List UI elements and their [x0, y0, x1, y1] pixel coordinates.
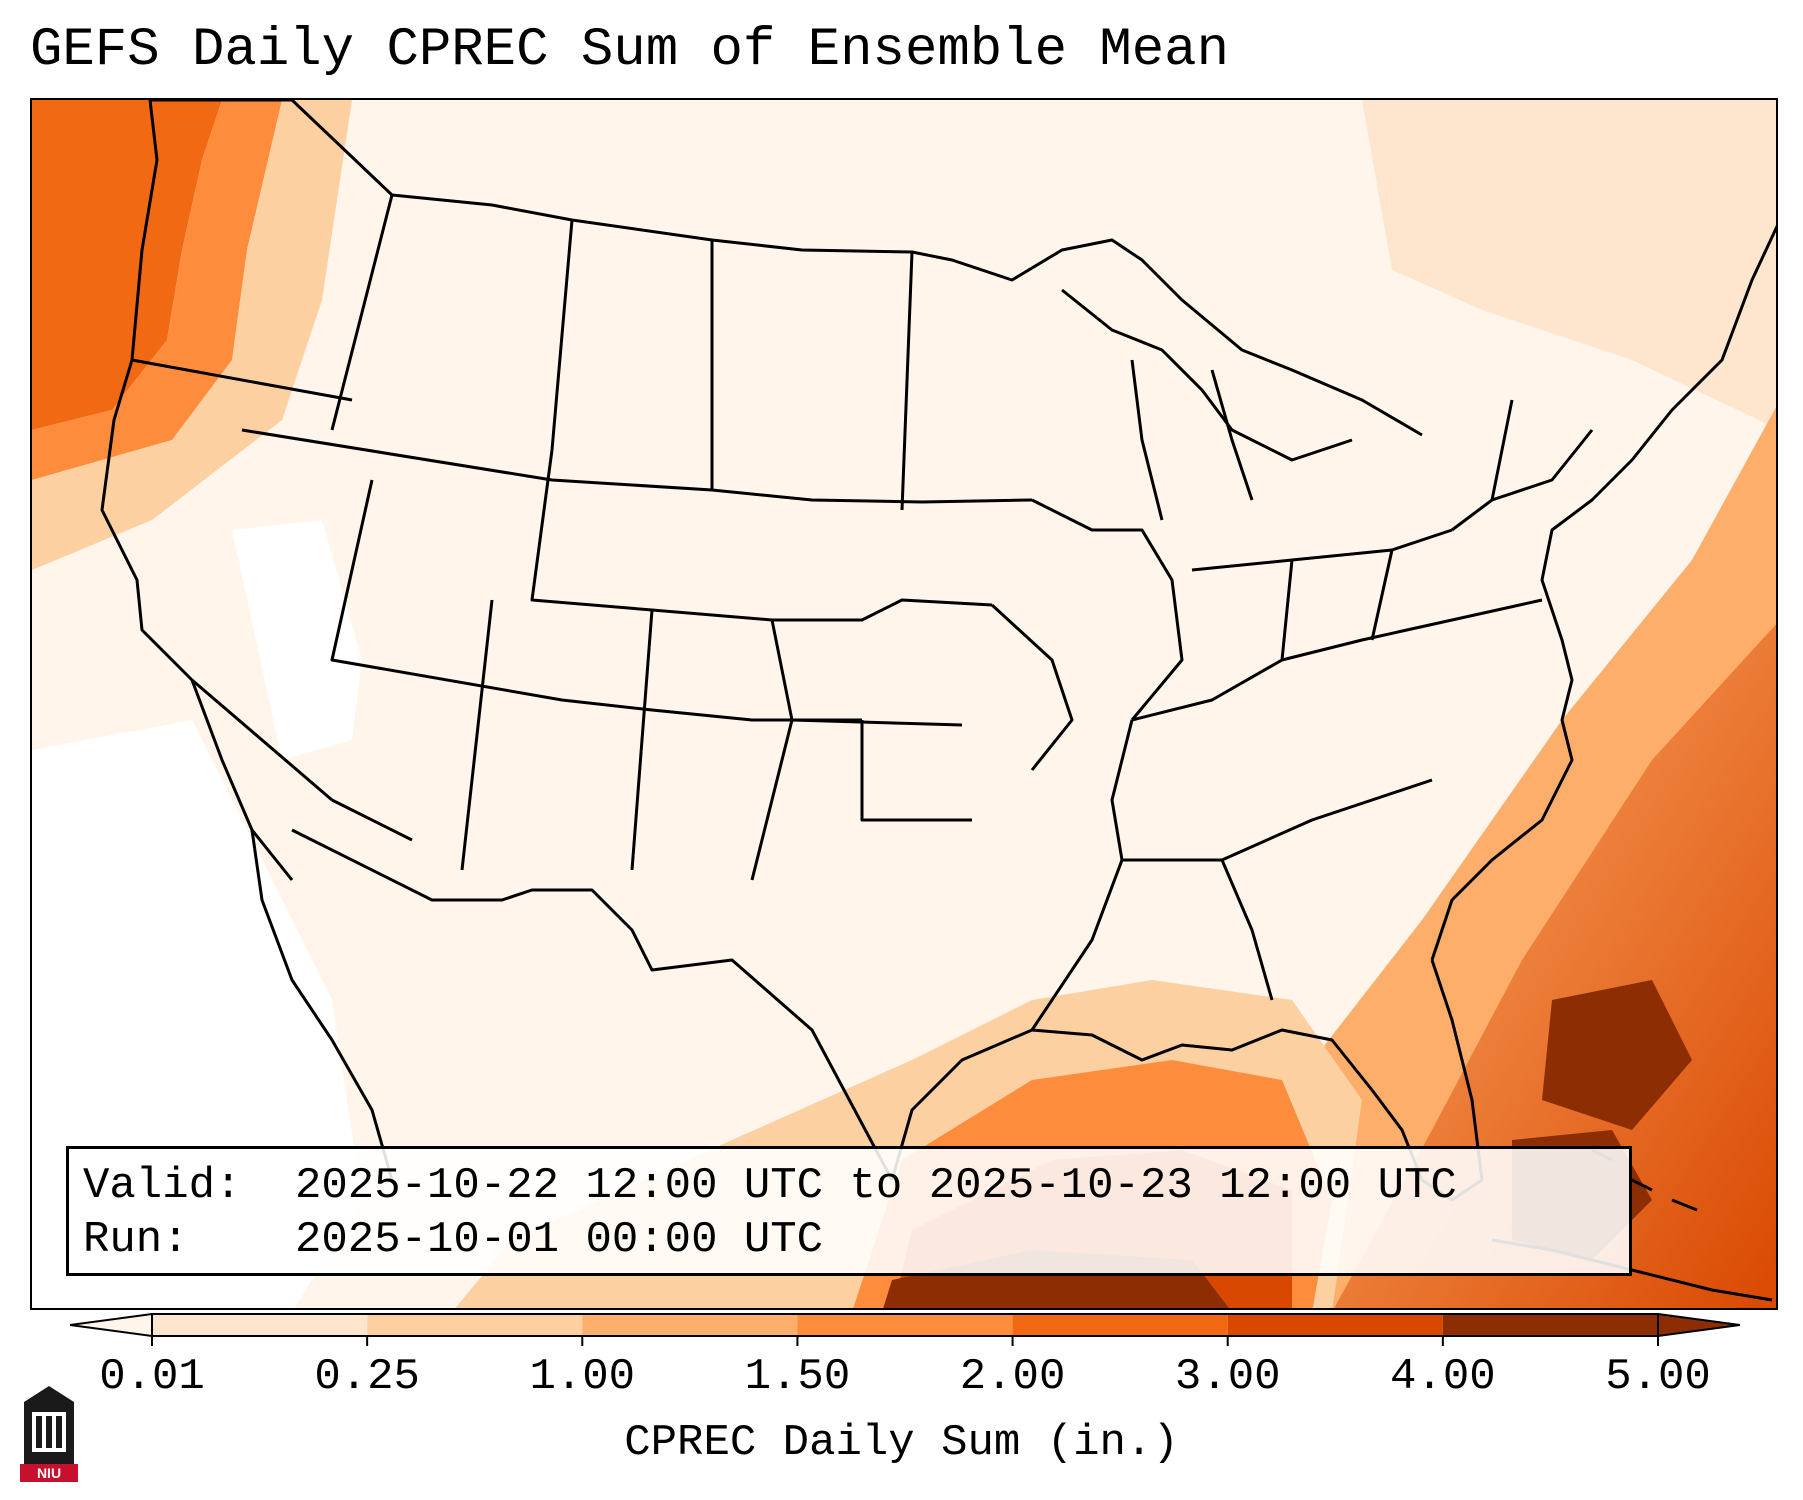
run-label: Run: [83, 1215, 189, 1265]
colorbar-tick-label: 2.00 [959, 1352, 1066, 1402]
precipitation-map [30, 98, 1778, 1310]
colorbar-segment [582, 1314, 798, 1336]
run-time: 2025-10-01 00:00 UTC [295, 1215, 824, 1265]
colorbar-extend-high [1657, 1312, 1740, 1338]
valid-run-info-box: Valid: 2025-10-22 12:00 UTC to 2025-10-23… [66, 1146, 1632, 1276]
colorbar-extend-low [70, 1312, 153, 1338]
precip-pnw-light [32, 100, 352, 570]
valid-label: Valid: [83, 1161, 242, 1211]
colorbar-tick-label: 4.00 [1390, 1352, 1496, 1402]
state-boundaries [100, 100, 1776, 1202]
precip-nevada-dry [232, 520, 362, 760]
colorbar-ticks: 0.01 0.25 1.00 1.50 2.00 3.00 4.00 5.00 [0, 1352, 1803, 1412]
valid-time: 2025-10-22 12:00 UTC to 2025-10-23 12:00… [295, 1161, 1457, 1211]
colorbar-segment [797, 1314, 1013, 1336]
precip-pnw-moderate [32, 100, 282, 480]
colorbar-tick-label: 0.25 [314, 1352, 420, 1402]
map-title: GEFS Daily CPREC Sum of Ensemble Mean [30, 20, 1229, 81]
colorbar-segment [152, 1314, 368, 1336]
colorbar-segment [367, 1314, 583, 1336]
colorbar-tick-label: 1.50 [744, 1352, 851, 1402]
precip-pnw-heavy [32, 100, 222, 430]
colorbar-segment [1012, 1314, 1228, 1336]
colorbar-border [151, 1313, 1659, 1337]
niu-logo-icon: NIU [20, 1386, 78, 1482]
colorbar-tick-label: 0.01 [99, 1352, 205, 1402]
colorbar [70, 1312, 1740, 1346]
colorbar-label: CPREC Daily Sum (in.) [624, 1418, 1179, 1468]
precip-atlantic-heavy [1334, 624, 1776, 1308]
logo-text: NIU [37, 1465, 61, 1481]
precip-atlantic-max [1542, 980, 1692, 1130]
colorbar-tick-label: 5.00 [1605, 1352, 1711, 1402]
colorbar-segment [1442, 1314, 1658, 1336]
colorbar-tick-label: 3.00 [1174, 1352, 1281, 1402]
precip-canada-light [1362, 100, 1776, 429]
colorbar-tick-label: 1.00 [529, 1352, 636, 1402]
colorbar-segment [1227, 1314, 1443, 1336]
